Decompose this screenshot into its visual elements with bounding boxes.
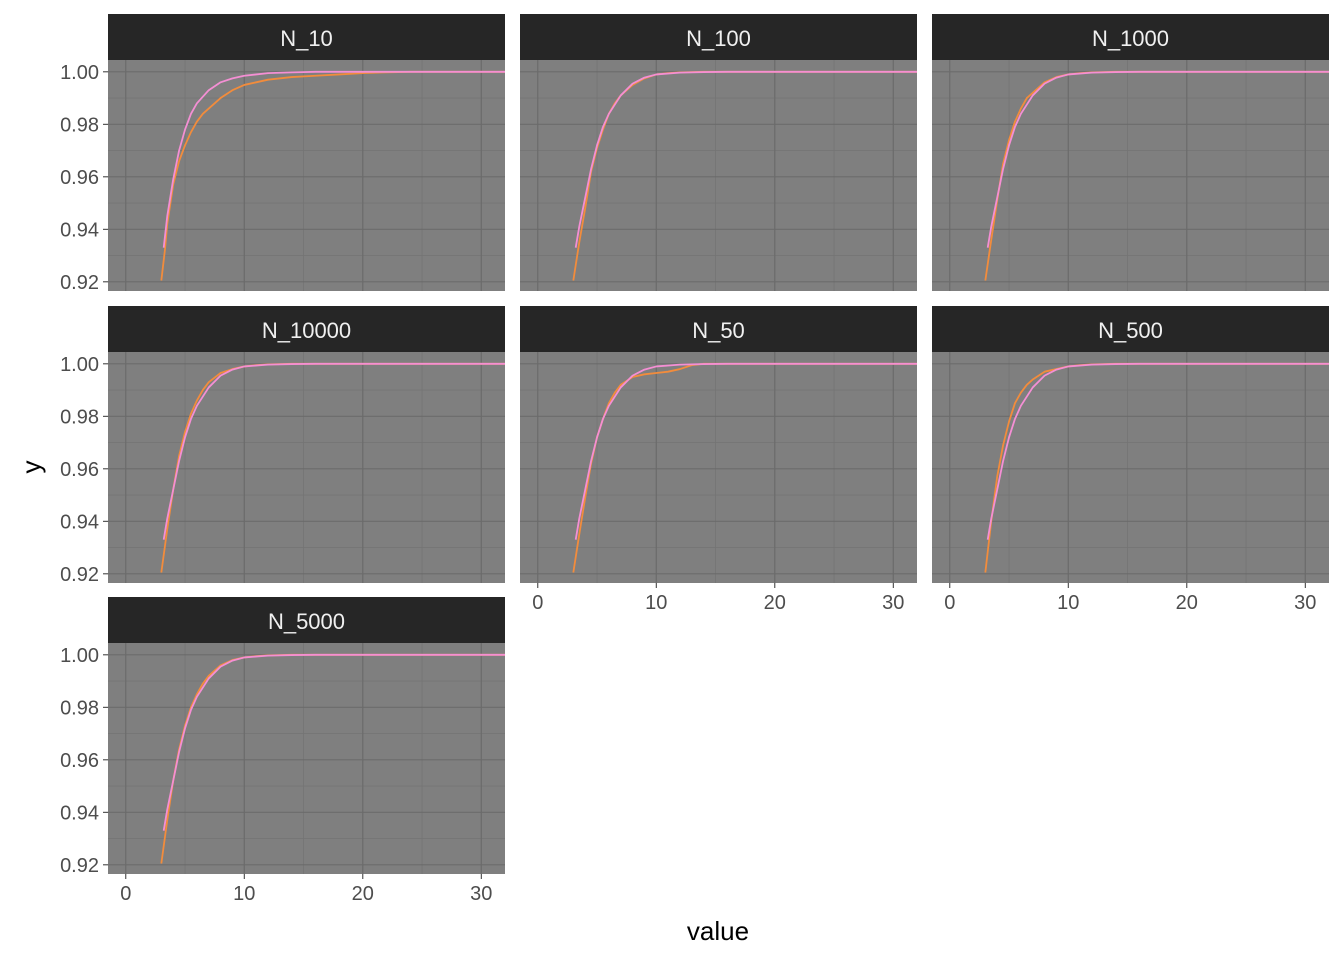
panels-layer: N_10 N_100 N_1000 N_10000 N_50 N_500 N_5000 [108,14,1329,874]
x-tick-label: 20 [352,883,374,905]
series-line-2 [574,70,917,248]
panel-background [932,60,1329,291]
panel-background [520,352,917,583]
series-line-2 [986,362,1329,540]
y-tick-label: 0.94 [60,219,99,241]
panel-n-10000: N_10000 [108,306,505,583]
facet-strip [520,14,917,60]
y-tick-label: 0.98 [60,406,99,428]
panel-n-1000: N_1000 [932,14,1329,291]
y-tick-label: 0.96 [60,459,99,481]
panel-n-5000: N_5000 [108,597,505,874]
facet-strip [108,306,505,352]
series-line-2 [162,70,505,248]
facet-strip-label: N_50 [692,318,745,343]
facet-strip [932,306,1329,352]
x-tick-label: 10 [1057,592,1079,614]
x-tick-label: 0 [532,592,543,614]
x-tick-label: 0 [120,883,131,905]
facet-strip-label: N_1000 [1092,26,1169,51]
y-tick-label: 1.00 [60,354,99,376]
panel-background [108,643,505,874]
panel-n-500: N_500 [932,306,1329,583]
y-tick-label: 0.98 [60,114,99,136]
series-group [572,362,917,573]
x-axis-title: value [687,916,749,946]
y-tick-label: 0.92 [60,564,99,586]
panel-background [520,60,917,291]
y-tick-label: 0.92 [60,272,99,294]
x-tick-label: 30 [1294,592,1316,614]
y-tick-label: 1.00 [60,62,99,84]
x-tick-label: 20 [1176,592,1198,614]
series-group [160,653,505,864]
x-tick-label: 30 [882,592,904,614]
panel-background [108,352,505,583]
y-axis-title: y [16,461,46,474]
series-line-2 [986,70,1329,248]
y-tick-label: 0.94 [60,802,99,824]
axes-layer: 0.92 0.94 0.96 0.98 1.00 0.92 0.94 0.96 0.98 1.00… [60,62,1316,905]
panel-background [932,352,1329,583]
series-group [572,70,917,281]
x-tick-label: 0 [944,592,955,614]
facet-strip [932,14,1329,60]
x-tick-label: 30 [470,883,492,905]
facet-strip [108,597,505,643]
panel-n-100: N_100 [520,14,917,291]
facet-strip-label: N_10000 [262,318,351,343]
series-group [160,362,505,573]
panel-background [108,60,505,291]
facet-strip-label: N_500 [1098,318,1163,343]
series-group [984,362,1329,573]
panel-n-10: N_10 [108,14,505,291]
y-tick-label: 0.94 [60,511,99,533]
series-line-2 [162,362,505,540]
y-tick-label: 0.92 [60,855,99,877]
facet-strip-label: N_5000 [268,609,345,634]
x-tick-label: 20 [764,592,786,614]
series-group [160,70,505,281]
y-tick-label: 1.00 [60,645,99,667]
x-tick-label: 10 [645,592,667,614]
panel-n-50: N_50 [520,306,917,583]
y-tick-label: 0.96 [60,750,99,772]
series-line-2 [574,362,917,540]
facet-strip [108,14,505,60]
y-tick-label: 0.98 [60,697,99,719]
series-group [984,70,1329,281]
y-tick-label: 0.96 [60,167,99,189]
x-tick-label: 10 [233,883,255,905]
facet-strip-label: N_100 [686,26,751,51]
facet-strip-label: N_10 [280,26,333,51]
series-line-2 [162,653,505,831]
facet-strip [520,306,917,352]
